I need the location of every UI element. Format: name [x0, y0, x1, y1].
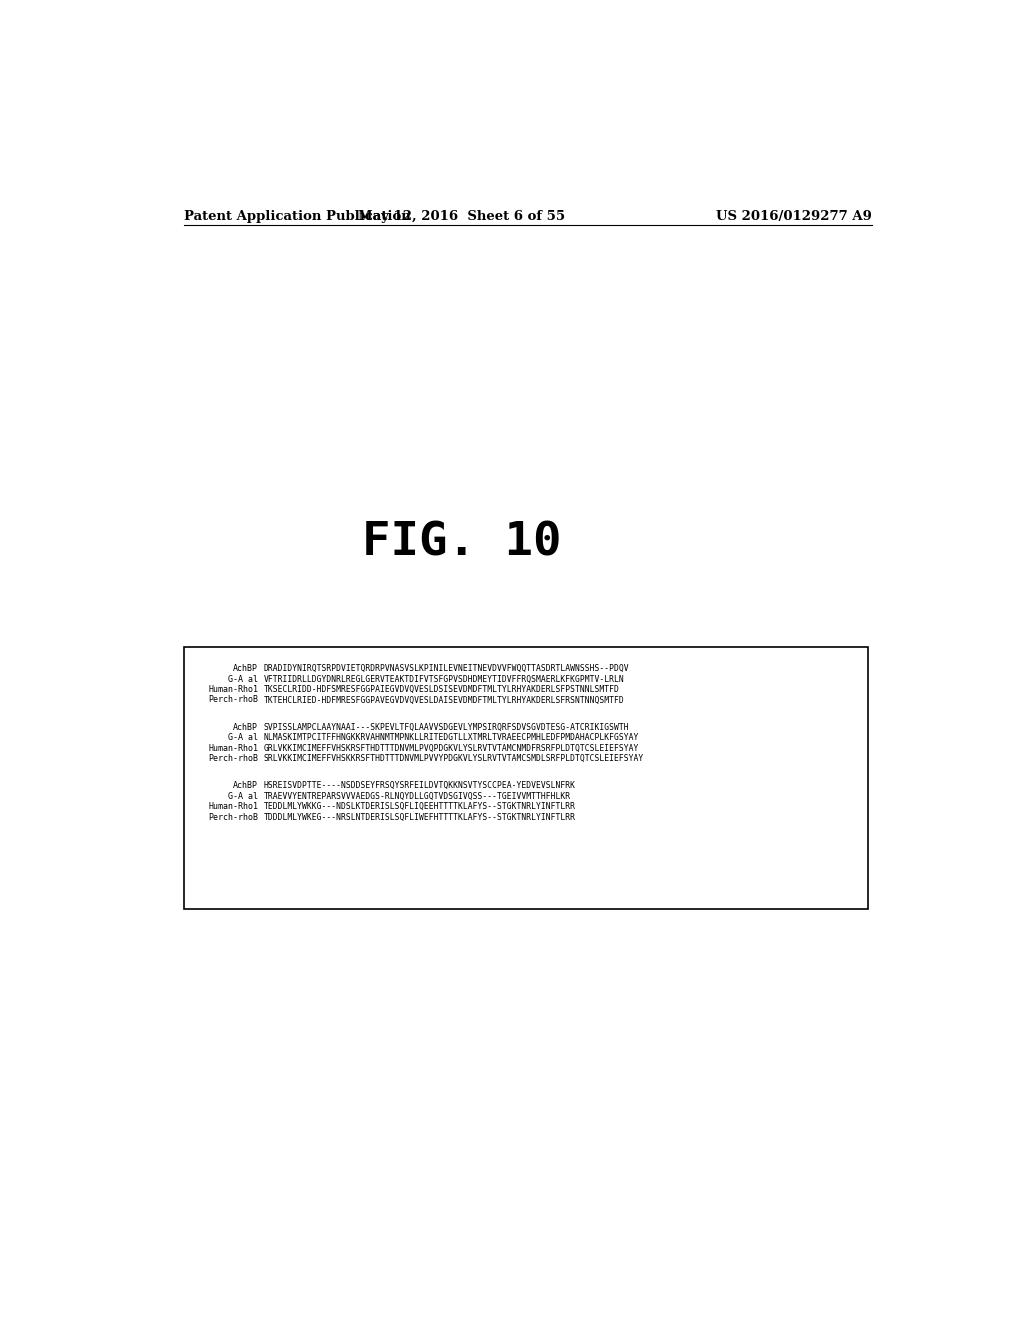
Text: Human-Rho1: Human-Rho1 — [208, 685, 258, 694]
Text: TKTEHCLRIED-HDFMRESFGGPAVEGVDVQVESLDAISEVDMDFTMLTYLRHYAKDERLSFRSNTNNQSMTFD: TKTEHCLRIED-HDFMRESFGGPAVEGVDVQVESLDAISE… — [263, 696, 625, 705]
Text: AchBP: AchBP — [233, 781, 258, 791]
Text: TEDDLMLYWKKG---NDSLKTDERISLSQFLIQEEHTTTTKLAFYS--STGKTNRLYINFTLRR: TEDDLMLYWKKG---NDSLKTDERISLSQFLIQEEHTTTT… — [263, 803, 575, 810]
Text: G-A al: G-A al — [228, 792, 258, 801]
Text: SVPISSLAMPCLAAYNAAI---SKPEVLTFQLAAVVSDGEVLYMPSIRQRFSDVSGVDTESG-ATCRIKIGSWTH: SVPISSLAMPCLAAYNAAI---SKPEVLTFQLAAVVSDGE… — [263, 723, 630, 731]
Text: May 12, 2016  Sheet 6 of 55: May 12, 2016 Sheet 6 of 55 — [357, 210, 565, 223]
Text: Human-Rho1: Human-Rho1 — [208, 743, 258, 752]
Text: Perch-rhoB: Perch-rhoB — [208, 696, 258, 705]
Text: TRAEVVYENTREPARSVVVAEDGS-RLNQYDLLGQTVDSGIVQSS---TGEIVVMTTHFHLKR: TRAEVVYENTREPARSVVVAEDGS-RLNQYDLLGQTVDSG… — [263, 792, 570, 801]
Text: G-A al: G-A al — [228, 733, 258, 742]
Text: G-A al: G-A al — [228, 675, 258, 684]
Text: NLMASKIMTPCITFFHNGKKRVAHNMTMPNKLLRITEDGTLLXTMRLTVRAEECPMHLEDFPMDAHACPLKFGSYAY: NLMASKIMTPCITFFHNGKKRVAHNMTMPNKLLRITEDGT… — [263, 733, 639, 742]
Text: Perch-rhoB: Perch-rhoB — [208, 754, 258, 763]
Text: TKSECLRIDD-HDFSMRESFGGPAIEGVDVQVESLDSISEVDMDFTMLTYLRHYAKDERLSFPSTNNLSMTFD: TKSECLRIDD-HDFSMRESFGGPAIEGVDVQVESLDSISE… — [263, 685, 620, 694]
Text: AchBP: AchBP — [233, 723, 258, 731]
Text: Human-Rho1: Human-Rho1 — [208, 803, 258, 810]
Text: Patent Application Publication: Patent Application Publication — [183, 210, 411, 223]
Text: TDDDLMLYWKEG---NRSLNTDERISLSQFLIWEFHTTTTKLAFYS--STGKTNRLYINFTLRR: TDDDLMLYWKEG---NRSLNTDERISLSQFLIWEFHTTTT… — [263, 813, 575, 821]
Text: HSREISVDPTTE----NSDDSEYFRSQYSRFEILDVTQKKNSVTYSCCPEA-YEDVEVSLNFRK: HSREISVDPTTE----NSDDSEYFRSQYSRFEILDVTQKK… — [263, 781, 575, 791]
Text: DRADIDYNIRQTSRPDVIETQRDRPVNASVSLKPINILEVNEITNEVDVVFWQQTTASDRTLAWNSSHS--PDQV: DRADIDYNIRQTSRPDVIETQRDRPVNASVSLKPINILEV… — [263, 664, 630, 673]
Text: VFTRIIDRLLDGYDNRLREGLGERVTEAKTDIFVTSFGPVSDHDMEYTIDVFFRQSMAERLKFKGPMTV-LRLN: VFTRIIDRLLDGYDNRLREGLGERVTEAKTDIFVTSFGPV… — [263, 675, 625, 684]
Text: Perch-rhoB: Perch-rhoB — [208, 813, 258, 821]
Text: FIG. 10: FIG. 10 — [361, 521, 561, 566]
Bar — [183, 647, 868, 909]
Text: US 2016/0129277 A9: US 2016/0129277 A9 — [716, 210, 872, 223]
Text: SRLVKKIMCIMEFFVHSKKRSFTHDTTTDNVMLPVVYPDGKVLYSLRVTVTAMCSMDLSRFPLDTQTCSLEIEFSYAY: SRLVKKIMCIMEFFVHSKKRSFTHDTTTDNVMLPVVYPDG… — [263, 754, 644, 763]
Text: AchBP: AchBP — [233, 664, 258, 673]
Text: GRLVKKIMCIMEFFVHSKRSFTHDTTTDNVMLPVQPDGKVLYSLRVTVTAMCNMDFRSRFPLDTQTCSLEIEFSYAY: GRLVKKIMCIMEFFVHSKRSFTHDTTTDNVMLPVQPDGKV… — [263, 743, 639, 752]
